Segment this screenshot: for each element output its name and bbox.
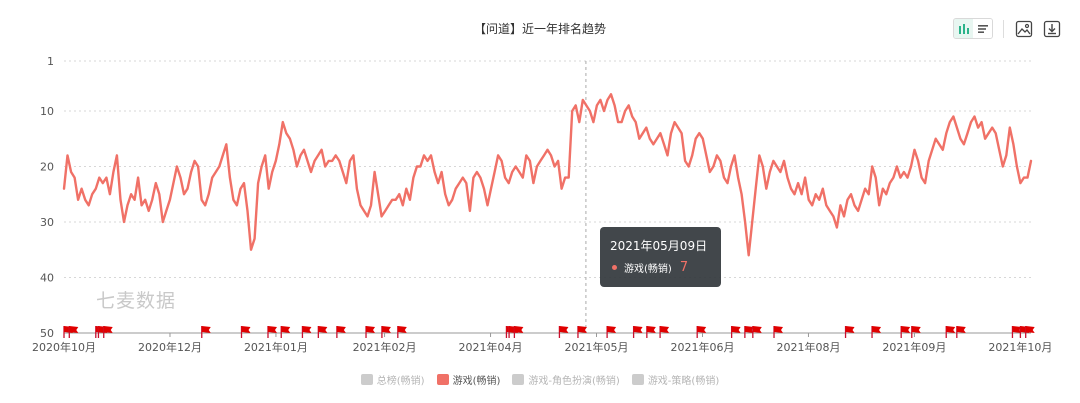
flag-marker[interactable]	[513, 326, 524, 338]
legend-label: 游戏(畅销)	[452, 376, 501, 387]
flag-marker[interactable]	[267, 326, 277, 338]
chart-type-switch	[953, 18, 993, 39]
legend-item-rpg[interactable]: 游戏-角色扮演(畅销)	[512, 372, 620, 387]
flag-marker[interactable]	[606, 326, 617, 338]
chart-title: 【问道】近一年排名趋势	[473, 22, 606, 36]
flag-marker[interactable]	[696, 326, 707, 338]
legend-label: 游戏-角色扮演(畅销)	[528, 376, 620, 387]
legend-swatch	[436, 374, 449, 385]
flag-marker[interactable]	[646, 326, 656, 338]
x-tick-label: 2021年10月	[988, 340, 1052, 354]
flag-marker[interactable]	[1025, 326, 1035, 338]
x-tick-label: 2021年05月	[565, 340, 629, 354]
list-icon[interactable]	[973, 19, 992, 38]
x-tick-label: 2021年06月	[670, 340, 734, 354]
y-tick-label: 1	[47, 55, 54, 68]
x-tick-label: 2021年08月	[776, 340, 840, 354]
x-axis-ticks: 2020年10月 2020年12月 2021年01月 2021年02月 2021年04月…	[32, 333, 1052, 354]
flag-marker[interactable]	[397, 326, 407, 338]
flag-marker[interactable]	[1011, 326, 1022, 338]
flag-marker[interactable]	[911, 326, 921, 338]
flag-marker[interactable]	[68, 326, 79, 338]
save-image-icon[interactable]	[1014, 19, 1034, 39]
tooltip-series-dot	[612, 265, 617, 270]
legend-label: 总榜(畅销)	[376, 376, 425, 387]
series-line-game-grossing[interactable]	[62, 93, 1033, 257]
flag-marker[interactable]	[317, 326, 328, 338]
tooltip: 2021年05月09日 游戏(畅销) 7	[600, 227, 721, 287]
flag-marker[interactable]	[336, 326, 346, 338]
legend-item-total[interactable]: 总榜(畅销)	[360, 372, 425, 387]
x-tick-label: 2020年10月	[32, 340, 96, 354]
flag-markers	[63, 326, 1035, 338]
x-tick-label: 2021年04月	[459, 340, 523, 354]
chart-legend: 总榜(畅销) 游戏(畅销) 游戏-角色扮演(畅销) 游戏-策略(畅销)	[0, 372, 1080, 387]
flag-marker[interactable]	[871, 326, 882, 338]
flag-marker[interactable]	[752, 326, 762, 338]
flag-marker[interactable]	[240, 326, 251, 338]
grid-lines	[64, 60, 1031, 278]
flag-marker[interactable]	[365, 326, 376, 338]
flag-marker[interactable]	[577, 326, 587, 338]
flag-marker[interactable]	[730, 326, 741, 338]
y-tick-label: 40	[40, 271, 54, 284]
tooltip-row: 游戏(畅销) 7	[612, 260, 688, 275]
y-axis-ticks: 1 10 20 30 40 50	[40, 55, 54, 340]
flag-marker[interactable]	[381, 326, 391, 338]
x-tick-label: 2021年02月	[353, 340, 417, 354]
flag-marker[interactable]	[201, 326, 211, 338]
flag-marker[interactable]	[900, 326, 911, 338]
flag-marker[interactable]	[773, 326, 784, 338]
legend-label: 游戏-策略(畅销)	[647, 376, 720, 387]
y-tick-label: 50	[40, 327, 54, 340]
toolbar-divider	[1003, 19, 1004, 38]
flag-marker[interactable]	[280, 326, 291, 338]
download-icon[interactable]	[1042, 19, 1062, 39]
chart-toolbar	[953, 18, 1062, 39]
tooltip-value: 7	[679, 260, 689, 275]
flag-marker[interactable]	[103, 326, 113, 338]
tooltip-series-name: 游戏(畅销)	[624, 264, 672, 275]
flag-marker[interactable]	[301, 326, 312, 338]
flag-marker[interactable]	[558, 326, 569, 338]
legend-item-strategy[interactable]: 游戏-策略(畅销)	[631, 372, 720, 387]
watermark: 七麦数据	[96, 290, 177, 312]
flag-marker[interactable]	[632, 326, 643, 338]
bar-chart-icon[interactable]	[954, 19, 973, 38]
legend-swatch	[512, 374, 525, 385]
tooltip-date: 2021年05月09日	[610, 239, 708, 253]
legend-swatch	[631, 374, 644, 385]
x-tick-label: 2020年12月	[138, 340, 202, 354]
x-tick-label: 2021年01月	[244, 340, 308, 354]
flag-marker[interactable]	[945, 326, 956, 338]
flag-marker[interactable]	[844, 326, 855, 338]
flag-marker[interactable]	[659, 326, 670, 338]
x-tick-label: 2021年09月	[882, 340, 946, 354]
flag-marker[interactable]	[956, 326, 966, 338]
legend-item-game[interactable]: 游戏(畅销)	[436, 372, 501, 387]
flag-marker[interactable]	[744, 326, 754, 338]
y-tick-label: 20	[40, 160, 54, 173]
y-tick-label: 30	[40, 216, 54, 229]
y-tick-label: 10	[40, 105, 54, 118]
legend-swatch	[360, 374, 373, 385]
